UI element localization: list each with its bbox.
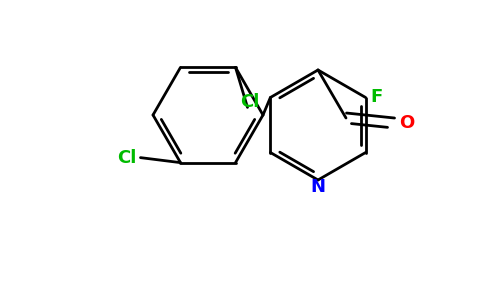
Text: O: O [399, 114, 414, 132]
Text: Cl: Cl [240, 93, 259, 111]
Text: Cl: Cl [117, 148, 136, 166]
Text: F: F [371, 88, 383, 106]
Text: N: N [311, 178, 326, 196]
